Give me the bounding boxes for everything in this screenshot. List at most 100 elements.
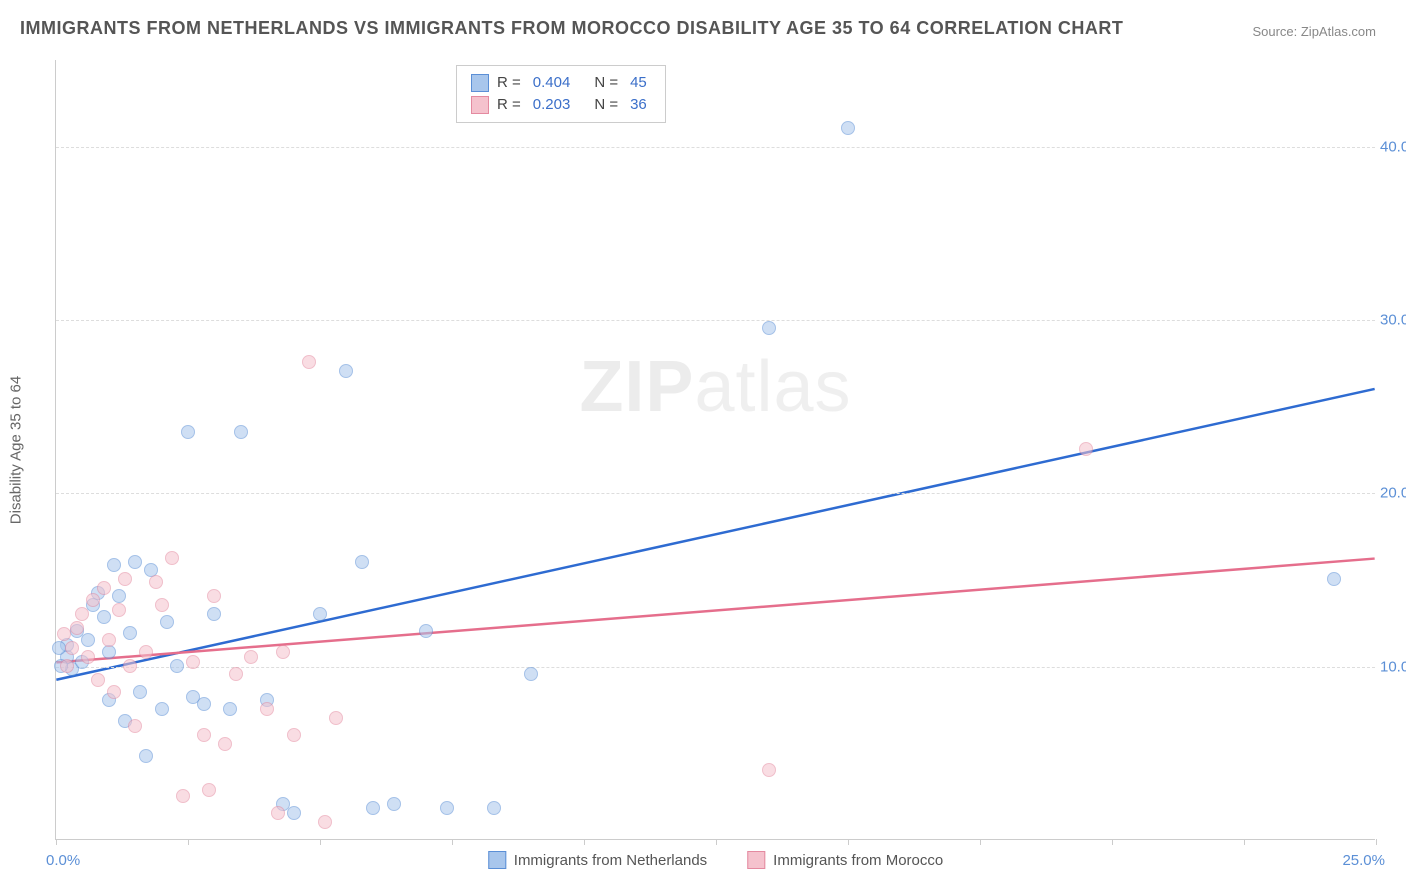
data-point — [287, 806, 301, 820]
legend-row: R = 0.404 N = 45 — [471, 72, 651, 94]
data-point — [762, 321, 776, 335]
data-point — [387, 797, 401, 811]
data-point — [165, 551, 179, 565]
data-point — [355, 555, 369, 569]
data-point — [60, 659, 74, 673]
data-point — [762, 763, 776, 777]
data-point — [260, 702, 274, 716]
data-point — [81, 633, 95, 647]
data-point — [487, 801, 501, 815]
grid-line — [56, 147, 1375, 148]
data-point — [287, 728, 301, 742]
x-axis-min-label: 0.0% — [46, 852, 80, 869]
legend-n-value: 45 — [630, 72, 647, 94]
data-point — [160, 615, 174, 629]
watermark-bold: ZIP — [579, 347, 694, 427]
data-point — [419, 624, 433, 638]
data-point — [70, 621, 84, 635]
data-point — [65, 641, 79, 655]
data-point — [276, 645, 290, 659]
data-point — [1327, 572, 1341, 586]
data-point — [149, 575, 163, 589]
x-tick — [320, 839, 321, 845]
x-tick — [848, 839, 849, 845]
data-point — [207, 589, 221, 603]
x-tick — [188, 839, 189, 845]
data-point — [313, 607, 327, 621]
data-point — [181, 425, 195, 439]
data-point — [197, 697, 211, 711]
data-point — [107, 558, 121, 572]
data-point — [112, 589, 126, 603]
data-point — [118, 572, 132, 586]
data-point — [75, 607, 89, 621]
x-tick — [1244, 839, 1245, 845]
data-point — [128, 555, 142, 569]
data-point — [97, 581, 111, 595]
legend-r-value: 0.203 — [533, 94, 571, 116]
data-point — [440, 801, 454, 815]
legend-swatch — [471, 74, 489, 92]
data-point — [123, 659, 137, 673]
source-label: Source: — [1252, 24, 1300, 39]
legend-r-value: 0.404 — [533, 72, 571, 94]
source-link[interactable]: ZipAtlas.com — [1301, 24, 1376, 39]
watermark: ZIPatlas — [579, 346, 851, 428]
data-point — [86, 593, 100, 607]
data-point — [202, 783, 216, 797]
y-tick-label: 20.0% — [1380, 485, 1406, 502]
trend-line — [56, 389, 1374, 680]
data-point — [102, 633, 116, 647]
data-point — [207, 607, 221, 621]
data-point — [186, 655, 200, 669]
x-tick — [452, 839, 453, 845]
x-tick — [56, 839, 57, 845]
legend-swatch — [747, 851, 765, 869]
trend-line — [56, 559, 1374, 663]
data-point — [841, 121, 855, 135]
trend-lines-layer — [56, 60, 1375, 839]
data-point — [57, 627, 71, 641]
legend-r-label: R = — [497, 94, 521, 116]
data-point — [234, 425, 248, 439]
data-point — [302, 355, 316, 369]
x-tick — [1376, 839, 1377, 845]
chart-title: IMMIGRANTS FROM NETHERLANDS VS IMMIGRANT… — [20, 18, 1123, 39]
legend-swatch — [471, 96, 489, 114]
data-point — [102, 645, 116, 659]
y-axis-title: Disability Age 35 to 64 — [8, 375, 25, 523]
data-point — [91, 673, 105, 687]
data-point — [155, 598, 169, 612]
data-point — [229, 667, 243, 681]
x-tick — [716, 839, 717, 845]
data-point — [139, 749, 153, 763]
x-tick — [980, 839, 981, 845]
legend-n-label: N = — [594, 72, 618, 94]
data-point — [244, 650, 258, 664]
series-name: Immigrants from Netherlands — [514, 852, 707, 869]
legend-n-label: N = — [594, 94, 618, 116]
data-point — [52, 641, 66, 655]
data-point — [81, 650, 95, 664]
legend-r-label: R = — [497, 72, 521, 94]
grid-line — [56, 320, 1375, 321]
data-point — [339, 364, 353, 378]
data-point — [197, 728, 211, 742]
source-citation: Source: ZipAtlas.com — [1252, 24, 1376, 39]
series-legend-item: Immigrants from Morocco — [747, 851, 943, 869]
chart-container: IMMIGRANTS FROM NETHERLANDS VS IMMIGRANT… — [0, 0, 1406, 892]
x-axis-max-label: 25.0% — [1342, 852, 1385, 869]
data-point — [133, 685, 147, 699]
grid-line — [56, 493, 1375, 494]
data-point — [271, 806, 285, 820]
legend-row: R = 0.203 N = 36 — [471, 94, 651, 116]
data-point — [366, 801, 380, 815]
legend-swatch — [488, 851, 506, 869]
y-tick-label: 10.0% — [1380, 658, 1406, 675]
legend-n-value: 36 — [630, 94, 647, 116]
data-point — [223, 702, 237, 716]
data-point — [139, 645, 153, 659]
correlation-legend: R = 0.404 N = 45 R = 0.203 N = 36 — [456, 65, 666, 123]
data-point — [97, 610, 111, 624]
data-point — [329, 711, 343, 725]
